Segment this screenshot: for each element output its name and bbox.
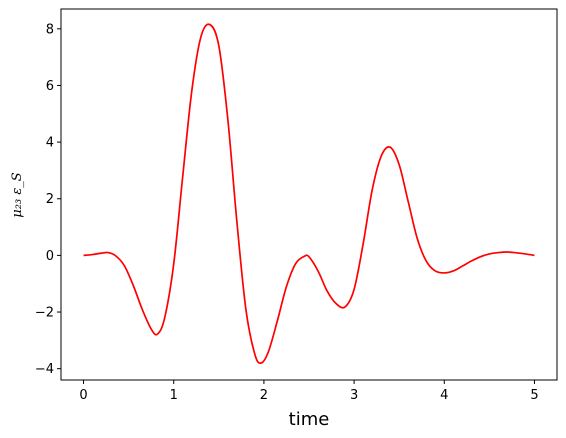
y-axis-ticks: −4 −2 0 2 4 6 8 bbox=[35, 22, 61, 377]
x-axis-ticks: 0 1 2 3 4 5 bbox=[79, 380, 539, 403]
plot-frame bbox=[60, 8, 558, 381]
y-tick-label: −4 bbox=[35, 362, 54, 377]
series-line bbox=[83, 23, 535, 364]
y-tick-label: 0 bbox=[46, 249, 54, 264]
x-tick-label: 2 bbox=[260, 388, 268, 403]
x-tick-label: 0 bbox=[79, 388, 87, 403]
x-tick-label: 4 bbox=[440, 388, 448, 403]
y-tick-label: 4 bbox=[46, 136, 54, 151]
plot-series bbox=[83, 23, 535, 364]
y-tick-label: 6 bbox=[46, 79, 54, 94]
y-axis-label: μ₂₃ ε_S bbox=[10, 172, 25, 217]
x-tick-label: 3 bbox=[350, 388, 358, 403]
y-tick-label: 8 bbox=[46, 22, 54, 37]
x-tick-label: 5 bbox=[530, 388, 538, 403]
y-tick-label: 2 bbox=[46, 192, 54, 207]
y-tick-label: −2 bbox=[35, 306, 54, 321]
x-axis-label: time bbox=[289, 409, 330, 430]
x-tick-label: 1 bbox=[170, 388, 178, 403]
